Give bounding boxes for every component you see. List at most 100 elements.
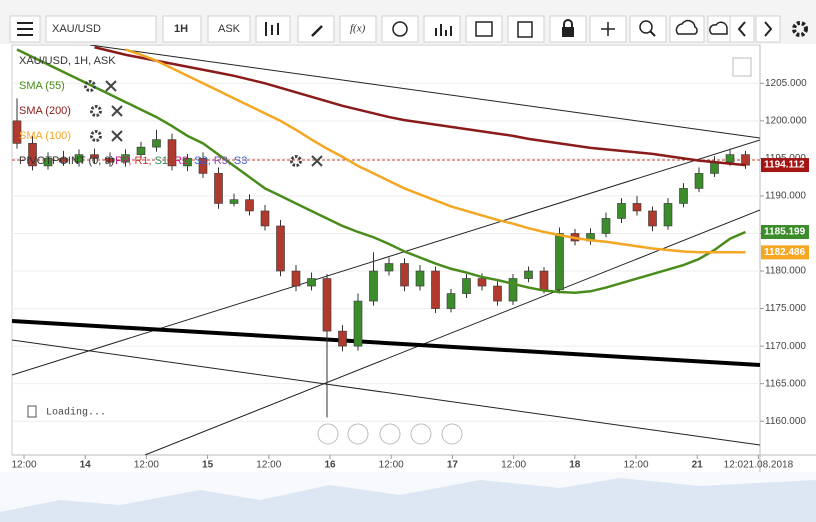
candle-body: [121, 154, 130, 163]
candle-body: [555, 233, 564, 291]
settings-icon[interactable]: [84, 80, 96, 92]
candle-body: [245, 199, 254, 212]
volume-button[interactable]: [423, 15, 461, 43]
candle-body: [493, 285, 502, 302]
settings-icon[interactable]: [90, 130, 102, 142]
trend-line: [89, 45, 760, 139]
menu-button[interactable]: [9, 15, 41, 43]
scroll-right[interactable]: [441, 423, 463, 445]
zoom-out[interactable]: [347, 423, 369, 445]
upload-button[interactable]: [669, 15, 705, 43]
price-label: 1194.112: [764, 160, 805, 171]
x-tick-label: 15: [202, 460, 214, 471]
calendar-button[interactable]: [465, 15, 503, 43]
y-tick-label: 1160.000: [765, 416, 806, 427]
fullscreen-button[interactable]: [732, 57, 752, 77]
candle-body: [694, 173, 704, 189]
candle-body: [601, 218, 611, 234]
settings-button[interactable]: [792, 21, 808, 37]
candle-body: [415, 270, 425, 287]
candle-body: [384, 263, 394, 272]
candle-body: [663, 203, 673, 227]
candle-body: [136, 146, 146, 155]
drawings: [12, 45, 760, 455]
price-label-bg: [761, 245, 809, 260]
candle-body: [12, 120, 22, 144]
sma-line: [94, 46, 746, 167]
x-tick-label: 12:00: [623, 460, 648, 471]
download-button[interactable]: [707, 15, 731, 43]
toolbar: XAU/USD 1H ASK f(x): [0, 0, 816, 44]
reset[interactable]: [379, 423, 401, 445]
navigator-area: [0, 478, 816, 522]
x-tick-label: 17: [447, 460, 459, 471]
news-button[interactable]: [507, 15, 545, 43]
candle-body: [539, 270, 549, 291]
x-tick-label: 14: [80, 460, 92, 471]
lock-button[interactable]: [549, 15, 587, 43]
crosshair-button[interactable]: [589, 15, 627, 43]
chart-type-button[interactable]: [255, 15, 291, 43]
indicators-button[interactable]: [339, 15, 377, 43]
plot-frame: [11, 44, 761, 456]
y-tick-label: 1175.000: [765, 303, 806, 314]
candle-body: [462, 278, 471, 294]
y-tick-label: 1170.000: [765, 341, 806, 352]
legend-entry: SMA (200): [19, 105, 71, 117]
interval-select[interactable]: [162, 15, 202, 43]
candle-body: [198, 158, 208, 174]
y-tick-label: 1205.000: [765, 78, 807, 89]
fx-label: f(x): [350, 23, 366, 35]
symbol: XAU/USD: [52, 23, 101, 35]
candle-body: [524, 270, 533, 279]
price-label-bg: [761, 158, 809, 173]
price-label: 1182.486: [764, 247, 806, 258]
loading-icon: [27, 405, 37, 418]
candle-body: [648, 210, 657, 227]
candle-body: [276, 225, 285, 272]
price-label-bg: [761, 224, 809, 239]
candle-body: [617, 203, 626, 219]
remove-icon[interactable]: [105, 80, 117, 92]
trend-line: [12, 339, 760, 446]
grid: [12, 82, 760, 422]
prev-button[interactable]: [729, 15, 755, 43]
candle-body: [90, 154, 99, 159]
marks: [12, 46, 750, 418]
symbol-select[interactable]: [45, 15, 157, 43]
candle-body: [431, 270, 440, 309]
x-tick-label: 18: [569, 460, 581, 471]
candle-body: [214, 173, 223, 204]
trend-line: [12, 139, 760, 376]
y-tick-label: 1165.000: [765, 378, 806, 389]
price-type: ASK: [218, 23, 241, 35]
next-button[interactable]: [755, 15, 781, 43]
candle-body: [229, 199, 239, 204]
zoom-controls: [317, 423, 463, 445]
candle-body: [260, 210, 270, 227]
remove-icon[interactable]: [111, 105, 123, 117]
draw-button[interactable]: [297, 15, 335, 43]
price-label: 1185.199: [764, 227, 806, 238]
pivot-name: PIVOTPOINT (0, 9): [19, 155, 114, 167]
sma-line: [125, 48, 746, 254]
settings-icon[interactable]: [290, 155, 302, 167]
x-tick-label: 12:021.08.2018: [724, 460, 794, 471]
candle-body: [632, 203, 642, 212]
x-tick-label: 12:00: [256, 460, 281, 471]
pivot-part: R3,: [214, 155, 231, 167]
remove-icon[interactable]: [311, 155, 323, 167]
zoom-in[interactable]: [410, 423, 432, 445]
price-type-select[interactable]: [207, 15, 251, 43]
settings-icon[interactable]: [90, 105, 102, 117]
trend-line: [144, 209, 760, 455]
remove-icon[interactable]: [111, 130, 123, 142]
scroll-left[interactable]: [317, 423, 339, 445]
info-button[interactable]: [381, 15, 419, 43]
candle-body: [741, 154, 750, 166]
pivot-part: R1,: [134, 155, 151, 167]
zoom-button[interactable]: [629, 15, 667, 43]
candle-body: [338, 330, 347, 347]
candle-body: [710, 161, 719, 174]
